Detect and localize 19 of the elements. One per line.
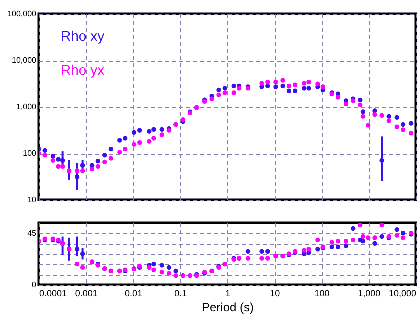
y-tick-label: 10	[28, 196, 38, 204]
y-tick-label: 45	[28, 228, 38, 238]
y-tick-label: 100,000	[8, 10, 38, 18]
x-tick-label: 0.1	[174, 288, 188, 298]
y-tick-label: 1,000	[16, 102, 38, 112]
x-tick-label: 0.0001	[40, 288, 68, 298]
x-tick-label: 1	[225, 288, 231, 298]
y-tick-label: 0	[32, 280, 38, 290]
x-tick-label: 0.001	[75, 288, 98, 298]
x-tick-label: 10	[270, 288, 280, 298]
text: Rho xy	[61, 28, 105, 44]
x-tick-label: 1,000	[358, 288, 381, 298]
x-axis-title: Period (s)	[202, 300, 254, 314]
y-tick-label: 10,000	[12, 56, 38, 65]
x-tick-label: 100	[314, 288, 330, 298]
x-tick-label: 10,000	[388, 288, 416, 298]
y-tick-label: 100	[23, 149, 38, 158]
text: Rho yx	[61, 62, 105, 78]
x-tick-label: 0.01	[124, 288, 143, 298]
